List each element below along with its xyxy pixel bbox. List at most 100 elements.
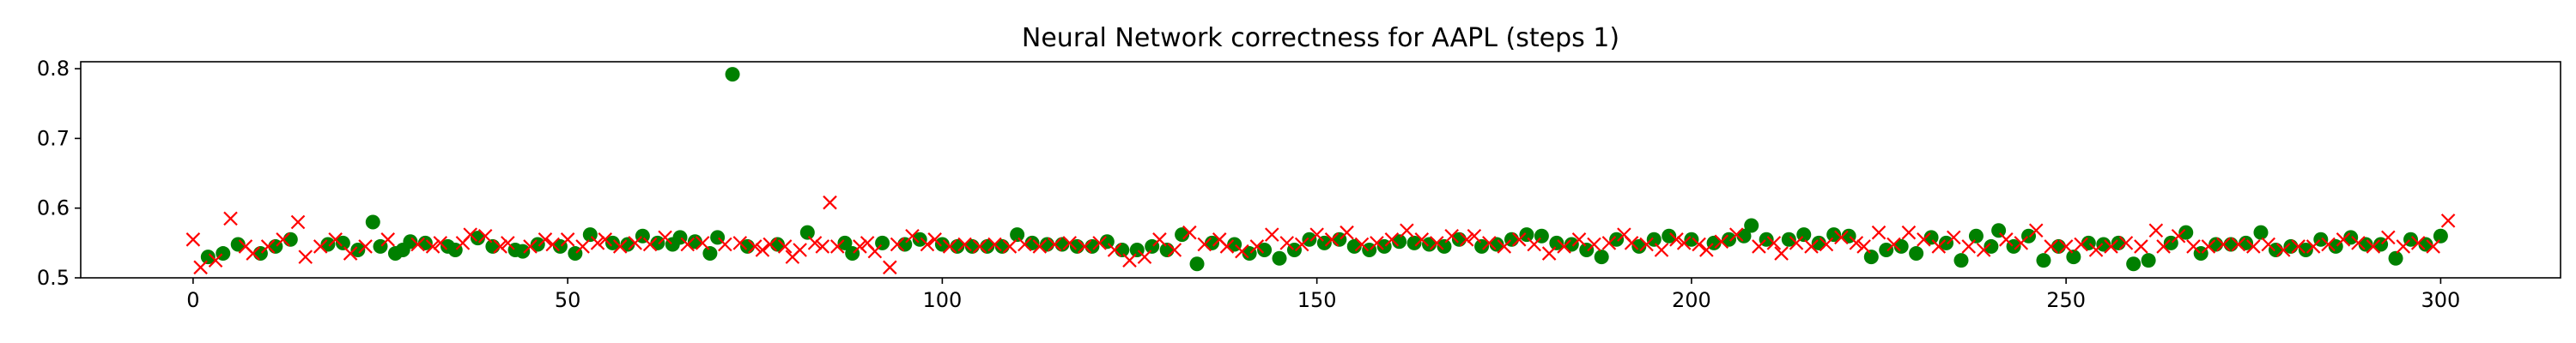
x-marker-stroke <box>1467 228 1482 244</box>
data-point <box>905 228 920 244</box>
x-marker-stroke <box>1752 239 1766 254</box>
data-point <box>1265 227 1279 242</box>
x-marker-stroke <box>598 232 613 247</box>
x-marker-stroke <box>410 237 425 252</box>
data-point <box>2298 242 2313 257</box>
data-point <box>2171 228 2186 244</box>
data-point <box>1601 236 1617 250</box>
data-point <box>2366 239 2381 254</box>
data-point <box>1235 244 1249 259</box>
data-point <box>485 238 501 254</box>
data-point <box>1946 230 1961 245</box>
data-point <box>2036 253 2051 268</box>
data-point <box>223 211 238 226</box>
x-marker-stroke <box>246 246 260 261</box>
data-point <box>1294 237 1309 252</box>
x-marker-stroke <box>747 239 762 254</box>
data-point <box>1856 239 1871 254</box>
x-marker-stroke <box>1384 232 1400 247</box>
x-marker-stroke <box>1167 243 1182 257</box>
x-marker-stroke <box>2410 236 2426 250</box>
data-point <box>799 225 815 240</box>
data-point <box>2066 250 2081 265</box>
data-point <box>1189 256 1205 272</box>
data-point <box>185 232 201 247</box>
data-point <box>1752 239 1766 254</box>
data-point <box>328 232 343 247</box>
x-marker-stroke <box>2028 223 2044 238</box>
x-marker-stroke <box>1676 236 1692 250</box>
x-marker-stroke <box>1294 237 1309 252</box>
x-marker-stroke <box>905 228 920 244</box>
x-marker-stroke <box>957 237 972 252</box>
data-point <box>1849 236 1864 250</box>
data-point <box>2074 237 2088 252</box>
data-point <box>230 237 246 252</box>
data-point <box>2178 225 2194 240</box>
data-point <box>612 239 628 254</box>
data-point <box>1557 239 1571 254</box>
x-marker-stroke <box>1197 237 1212 252</box>
data-point <box>1728 227 1744 242</box>
data-point <box>2306 239 2321 254</box>
data-point <box>837 235 853 250</box>
data-point <box>560 232 575 247</box>
data-point <box>1302 232 1317 247</box>
x-marker-stroke <box>1901 225 1917 240</box>
data-point <box>1370 236 1384 250</box>
x-marker-stroke <box>1002 239 1018 254</box>
x-marker-stroke <box>1654 243 1669 257</box>
x-marker-stroke <box>920 237 935 252</box>
data-point <box>2343 230 2359 245</box>
data-point <box>1594 250 1609 265</box>
data-point <box>1541 246 1557 261</box>
data-point <box>410 237 425 252</box>
x-marker-stroke <box>1849 236 1864 250</box>
x-marker-stroke <box>433 236 448 250</box>
x-marker-stroke <box>987 237 1002 252</box>
x-marker-stroke <box>1571 232 1587 247</box>
x-marker-stroke <box>523 239 538 254</box>
y-tick-label: 0.7 <box>37 126 70 150</box>
data-point <box>1122 253 1137 268</box>
x-marker-stroke <box>1414 232 1430 247</box>
data-point <box>1571 232 1587 247</box>
x-marker-stroke <box>1692 237 1706 252</box>
data-point <box>1646 232 1662 247</box>
data-point <box>1879 242 1894 257</box>
data-point <box>313 239 328 254</box>
x-marker-stroke <box>755 243 770 257</box>
data-point <box>2156 239 2171 254</box>
x-marker-stroke <box>680 237 696 252</box>
data-point <box>658 230 672 245</box>
data-point <box>1923 230 1939 245</box>
data-point <box>477 228 493 244</box>
x-marker-stroke <box>343 246 358 261</box>
y-tick-label: 0.8 <box>37 57 70 81</box>
data-point <box>2050 238 2066 254</box>
data-point <box>1249 239 1265 254</box>
x-marker-stroke <box>590 236 605 250</box>
data-point <box>358 239 373 254</box>
data-point <box>2096 237 2111 252</box>
x-marker-stroke <box>942 239 957 254</box>
data-point <box>246 246 260 261</box>
x-marker-stroke <box>358 239 373 254</box>
data-point <box>823 195 837 210</box>
data-point <box>762 237 777 252</box>
x-marker-stroke <box>1370 236 1384 250</box>
x-marker-stroke <box>2216 237 2231 252</box>
x-marker-stroke <box>823 195 837 210</box>
data-point <box>2268 242 2283 257</box>
x-marker-stroke <box>2426 239 2440 254</box>
x-marker-stroke <box>1961 239 1976 254</box>
data-point <box>1744 218 1759 233</box>
data-point <box>1976 243 1991 257</box>
x-marker-stroke <box>313 239 328 254</box>
data-point <box>1309 227 1324 242</box>
x-marker-stroke <box>1032 239 1048 254</box>
x-marker-stroke <box>1511 232 1527 247</box>
x-tick-label: 250 <box>2046 288 2086 312</box>
y-tick-label: 0.6 <box>37 196 70 220</box>
data-point <box>1062 236 1077 250</box>
